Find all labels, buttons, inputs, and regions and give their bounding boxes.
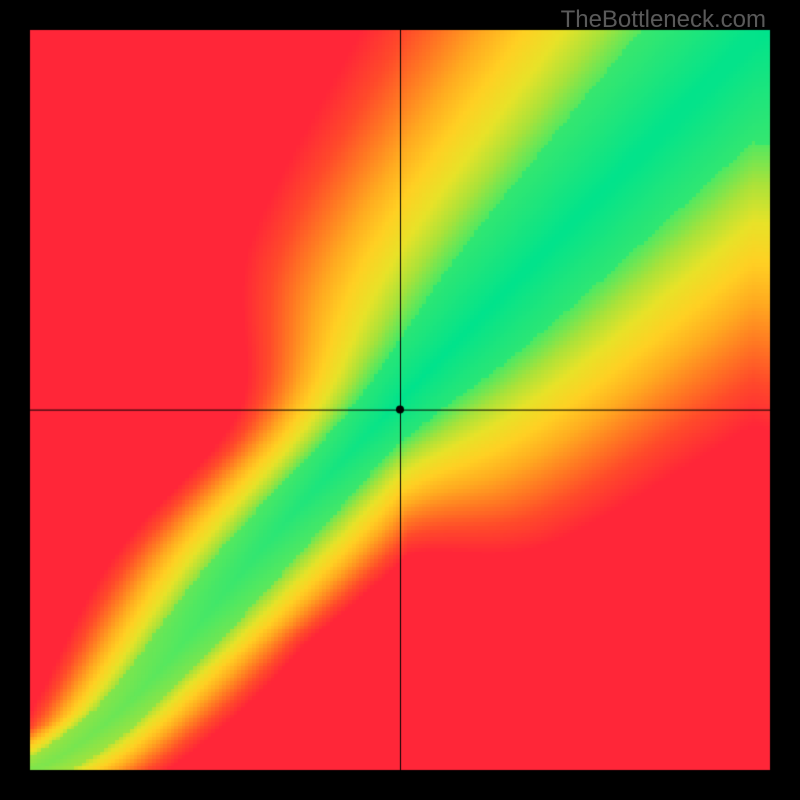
- chart-stage: { "watermark": { "text": "TheBottleneck.…: [0, 0, 800, 800]
- watermark-text: TheBottleneck.com: [561, 6, 766, 34]
- bottleneck-heatmap: [0, 0, 800, 800]
